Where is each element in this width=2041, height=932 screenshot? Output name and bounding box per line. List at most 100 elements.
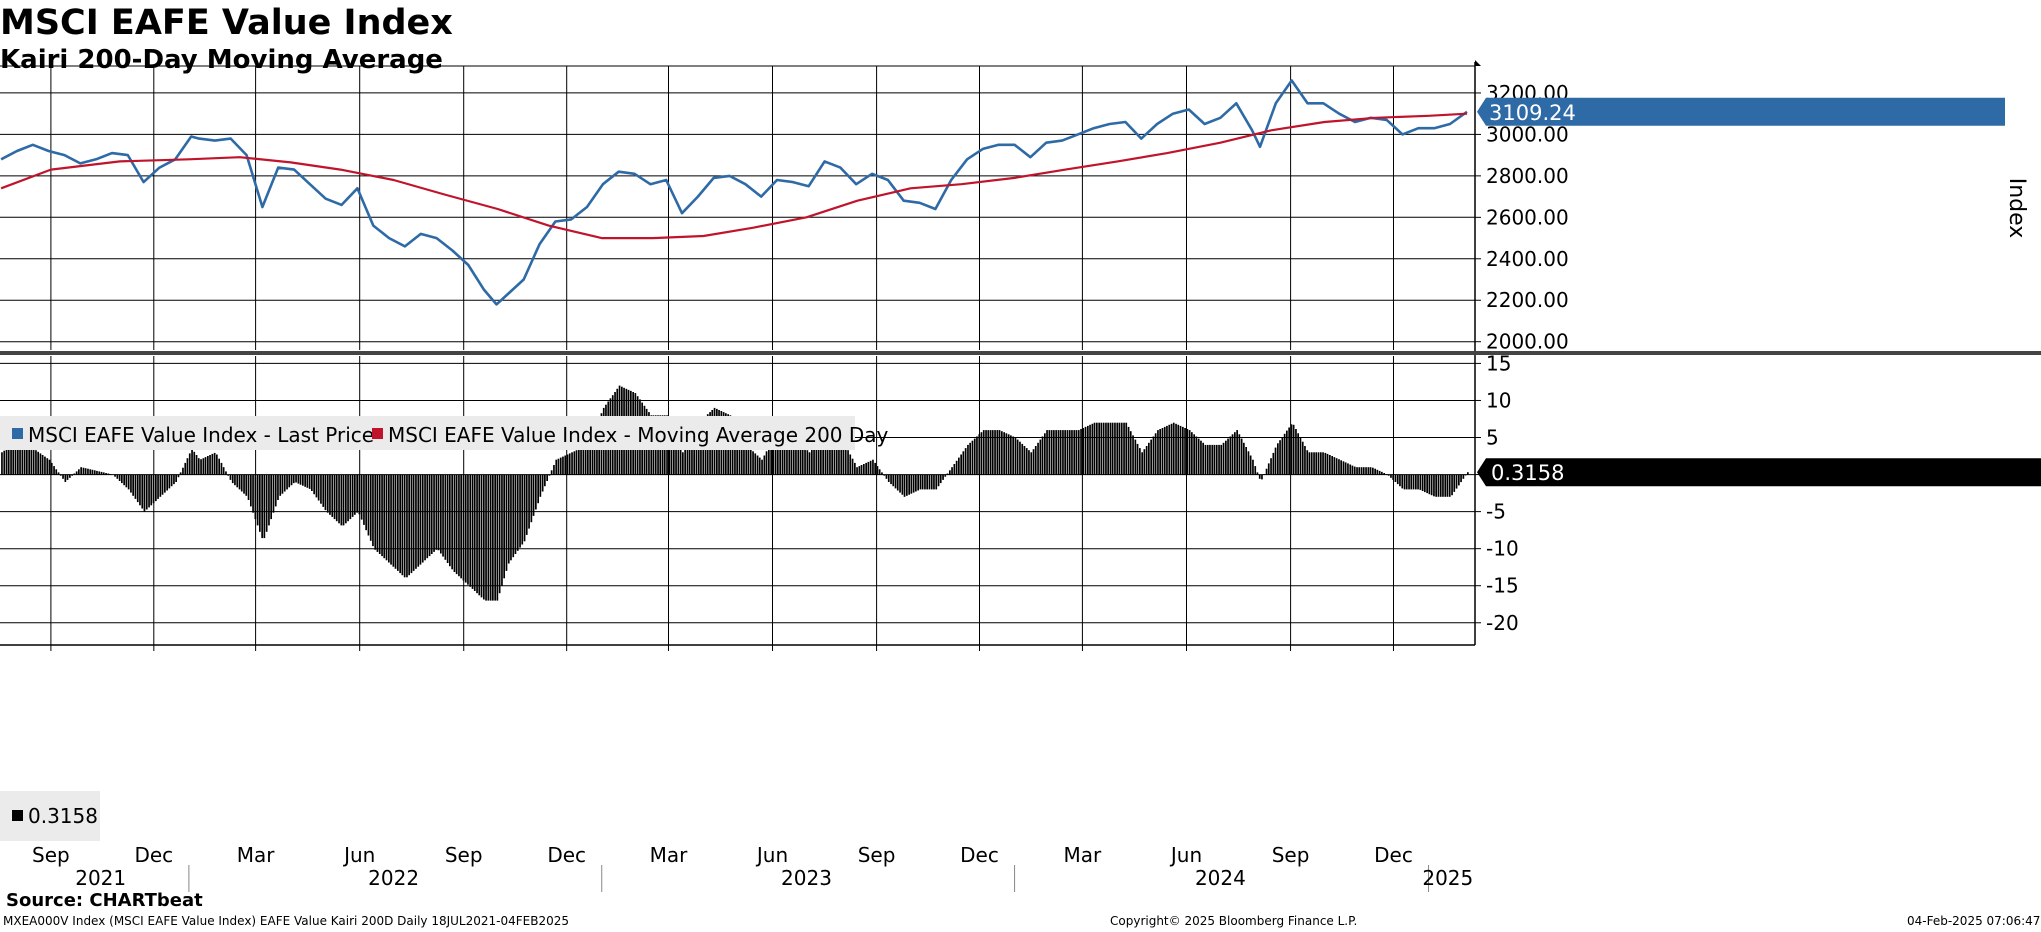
- copyright-note: Copyright© 2025 Bloomberg Finance L.P.: [1110, 914, 1358, 928]
- kairi-bar: [494, 474, 496, 601]
- kairi-bar: [1200, 440, 1202, 475]
- kairi-bar: [247, 474, 250, 500]
- kairi-bar: [910, 474, 913, 494]
- kairi-bar: [1446, 474, 1449, 497]
- kairi-tick-label: -20: [1486, 611, 1519, 635]
- kairi-bar: [263, 474, 266, 539]
- kairi-bar: [265, 474, 268, 532]
- kairi-bar: [679, 447, 682, 475]
- kairi-bar: [1326, 453, 1329, 475]
- kairi-bar: [311, 474, 313, 491]
- kairi-bar: [682, 452, 684, 475]
- kairi-bar: [835, 435, 838, 475]
- kairi-bar: [428, 474, 431, 557]
- kairi-bar: [792, 437, 795, 475]
- kairi-bar: [1184, 428, 1186, 475]
- kairi-tick-label: 10: [1486, 389, 1511, 413]
- kairi-bar: [1084, 426, 1087, 475]
- month-label: Mar: [1064, 843, 1103, 867]
- kairi-bar: [917, 474, 919, 491]
- kairi-bar: [419, 474, 422, 565]
- kairi-bar: [1320, 452, 1322, 475]
- kairi-legend-swatch: [12, 810, 23, 821]
- kairi-bar: [14, 442, 17, 475]
- kairi-bar: [37, 451, 39, 475]
- kairi-bar: [1403, 474, 1406, 490]
- kairi-bar: [686, 443, 689, 475]
- kairi-bar: [3, 450, 6, 475]
- kairi-bar: [299, 474, 302, 485]
- kairi-bar: [903, 474, 906, 497]
- kairi-bar: [345, 474, 347, 524]
- kairi-bar: [1193, 434, 1195, 475]
- kairi-bar: [967, 444, 969, 475]
- kairi-bar: [1143, 449, 1146, 475]
- kairi-bar: [1, 452, 3, 475]
- kairi-bar: [401, 474, 404, 576]
- kairi-bar: [288, 474, 291, 488]
- kairi-bar: [1057, 430, 1060, 475]
- kairi-bar: [1451, 474, 1453, 496]
- kairi-bar: [1428, 474, 1431, 495]
- month-label: Sep: [858, 843, 896, 867]
- kairi-bar: [385, 474, 388, 561]
- kairi-bar: [1111, 422, 1114, 475]
- kairi-bar: [568, 453, 571, 475]
- kairi-bar: [924, 474, 926, 490]
- kairi-bar: [521, 474, 524, 545]
- kairi-bar: [1424, 474, 1426, 493]
- kairi-bar: [1105, 422, 1107, 475]
- kairi-bar: [546, 474, 548, 481]
- kairi-bar: [747, 447, 750, 475]
- kairi-bar: [1202, 442, 1204, 475]
- kairi-bar: [1274, 447, 1277, 475]
- kairi-bar: [229, 474, 232, 480]
- kairi-bar: [109, 474, 112, 475]
- kairi-bar: [415, 474, 417, 569]
- kairi-bar: [1073, 430, 1076, 475]
- kairi-bar: [1023, 446, 1026, 475]
- kairi-bar: [1046, 430, 1048, 475]
- kairi-bar: [381, 474, 383, 557]
- kairi-bar: [1197, 438, 1200, 475]
- kairi-bar: [1132, 435, 1134, 475]
- kairi-bar: [1229, 436, 1232, 475]
- kairi-bar: [1218, 444, 1220, 475]
- kairi-bar: [1353, 466, 1356, 475]
- kairi-bar: [788, 435, 791, 475]
- kairi-bar: [426, 474, 429, 559]
- kairi-bar: [290, 474, 293, 486]
- kairi-bar: [1299, 437, 1302, 475]
- kairi-bar: [430, 474, 433, 554]
- kairi-bar: [865, 462, 867, 475]
- kairi-bar: [57, 472, 60, 475]
- price-tick-label: 3000.00: [1486, 122, 1569, 146]
- kairi-bar: [1213, 444, 1216, 475]
- kairi-bar: [1462, 474, 1465, 479]
- kairi-bar: [186, 458, 189, 475]
- kairi-bar: [1215, 444, 1218, 475]
- kairi-bar: [806, 450, 809, 475]
- kairi-bar: [566, 454, 569, 475]
- kairi-bar: [277, 474, 279, 500]
- kairi-bar: [1182, 426, 1184, 475]
- kairi-bar: [467, 474, 469, 585]
- kairi-bar: [804, 448, 806, 475]
- kairi-bar: [234, 474, 236, 486]
- last-price-tag-bg: [1477, 97, 2005, 126]
- kairi-bar: [1467, 472, 1469, 475]
- kairi-bar: [469, 474, 472, 587]
- kairi-bar: [768, 447, 770, 475]
- kairi-bar: [894, 474, 897, 489]
- month-label: Dec: [960, 843, 999, 867]
- kairi-bar: [564, 455, 567, 475]
- kairi-bar: [1001, 431, 1003, 475]
- kairi-bar: [887, 474, 890, 482]
- kairi-bar: [899, 474, 901, 493]
- year-label: 2022: [368, 866, 419, 890]
- kairi-bar: [774, 434, 777, 475]
- kairi-bar: [510, 474, 512, 561]
- kairi-bar: [550, 470, 553, 475]
- kairi-bar: [365, 474, 367, 531]
- kairi-bar: [537, 474, 539, 504]
